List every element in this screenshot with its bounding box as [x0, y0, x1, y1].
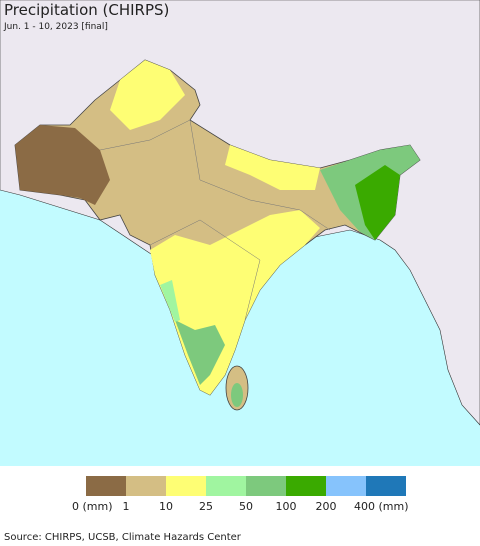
- legend-label: 200: [316, 500, 337, 513]
- subtitle: Jun. 1 - 10, 2023 [final]: [3, 22, 108, 32]
- source: Source: CHIRPS, UCSB, Climate Hazards Ce…: [4, 532, 242, 543]
- legend-label: 100: [276, 500, 297, 513]
- legend-swatch: [166, 476, 206, 496]
- legend-label: 400 (mm): [354, 500, 409, 513]
- yellow-kashmir: [110, 60, 185, 130]
- legend-swatch: [126, 476, 166, 496]
- yellow-north: [225, 145, 320, 190]
- legend: 0 (mm) 1 10 25 50 100 200 400 (mm): [72, 476, 409, 513]
- legend-label: 10: [159, 500, 173, 513]
- subcontinent: [14, 59, 421, 396]
- wet-northeast: [355, 165, 400, 240]
- legend-swatch: [246, 476, 286, 496]
- legend-label: 1: [123, 500, 130, 513]
- sri-lanka-wet: [231, 383, 243, 407]
- dry-region: [15, 125, 110, 205]
- map: [0, 0, 480, 466]
- green-west-coast: [160, 280, 180, 322]
- state-border: [99, 119, 331, 231]
- legend-swatch: [86, 476, 126, 496]
- legend-swatch: [366, 476, 406, 496]
- legend-swatch: [286, 476, 326, 496]
- legend-label: 50: [239, 500, 253, 513]
- green-southwest: [175, 320, 225, 385]
- legend-swatch: [326, 476, 366, 496]
- legend-label: 25: [199, 500, 213, 513]
- legend-label: 0 (mm): [72, 500, 113, 513]
- state-border: [149, 219, 261, 321]
- legend-swatch: [206, 476, 246, 496]
- title: Precipitation (CHIRPS): [4, 1, 169, 19]
